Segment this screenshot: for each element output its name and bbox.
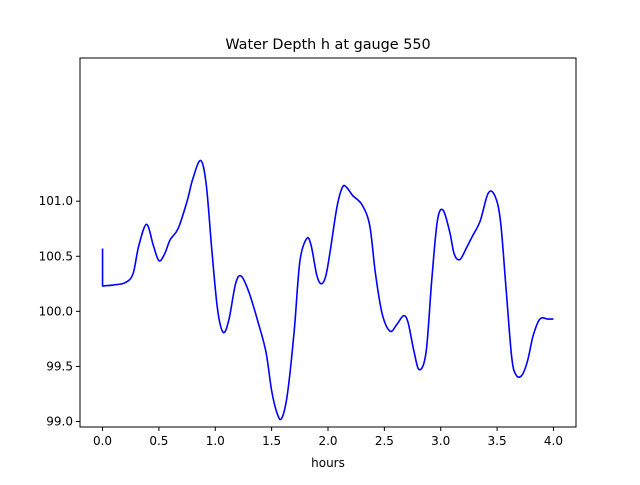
y-tick-label: 101.0 xyxy=(39,194,73,208)
x-tick-label: 4.0 xyxy=(544,434,563,448)
x-tick-label: 3.0 xyxy=(431,434,450,448)
y-tick-label: 100.5 xyxy=(39,249,73,263)
x-tick-label: 1.0 xyxy=(206,434,225,448)
y-tick-label: 100.0 xyxy=(39,304,73,318)
x-tick-label: 0.5 xyxy=(149,434,168,448)
x-axis-label: hours xyxy=(311,456,345,470)
x-axis-ticks: 0.0 0.5 1.0 1.5 2.0 2.5 3.0 3.5 4.0 xyxy=(93,427,563,448)
chart-title: Water Depth h at gauge 550 xyxy=(225,37,430,53)
y-tick-label: 99.0 xyxy=(46,414,73,428)
y-axis-ticks: 99.0 99.5 100.0 100.5 101.0 xyxy=(39,194,80,428)
x-tick-label: 0.0 xyxy=(93,434,112,448)
plot-frame xyxy=(79,57,577,428)
x-tick-label: 1.5 xyxy=(262,434,281,448)
x-tick-label: 2.0 xyxy=(318,434,337,448)
series-line xyxy=(101,159,554,421)
x-tick-label: 3.5 xyxy=(488,434,507,448)
plot-background xyxy=(80,58,576,427)
series-layer xyxy=(101,159,554,421)
x-tick-label: 2.5 xyxy=(375,434,394,448)
y-tick-label: 99.5 xyxy=(46,359,73,373)
